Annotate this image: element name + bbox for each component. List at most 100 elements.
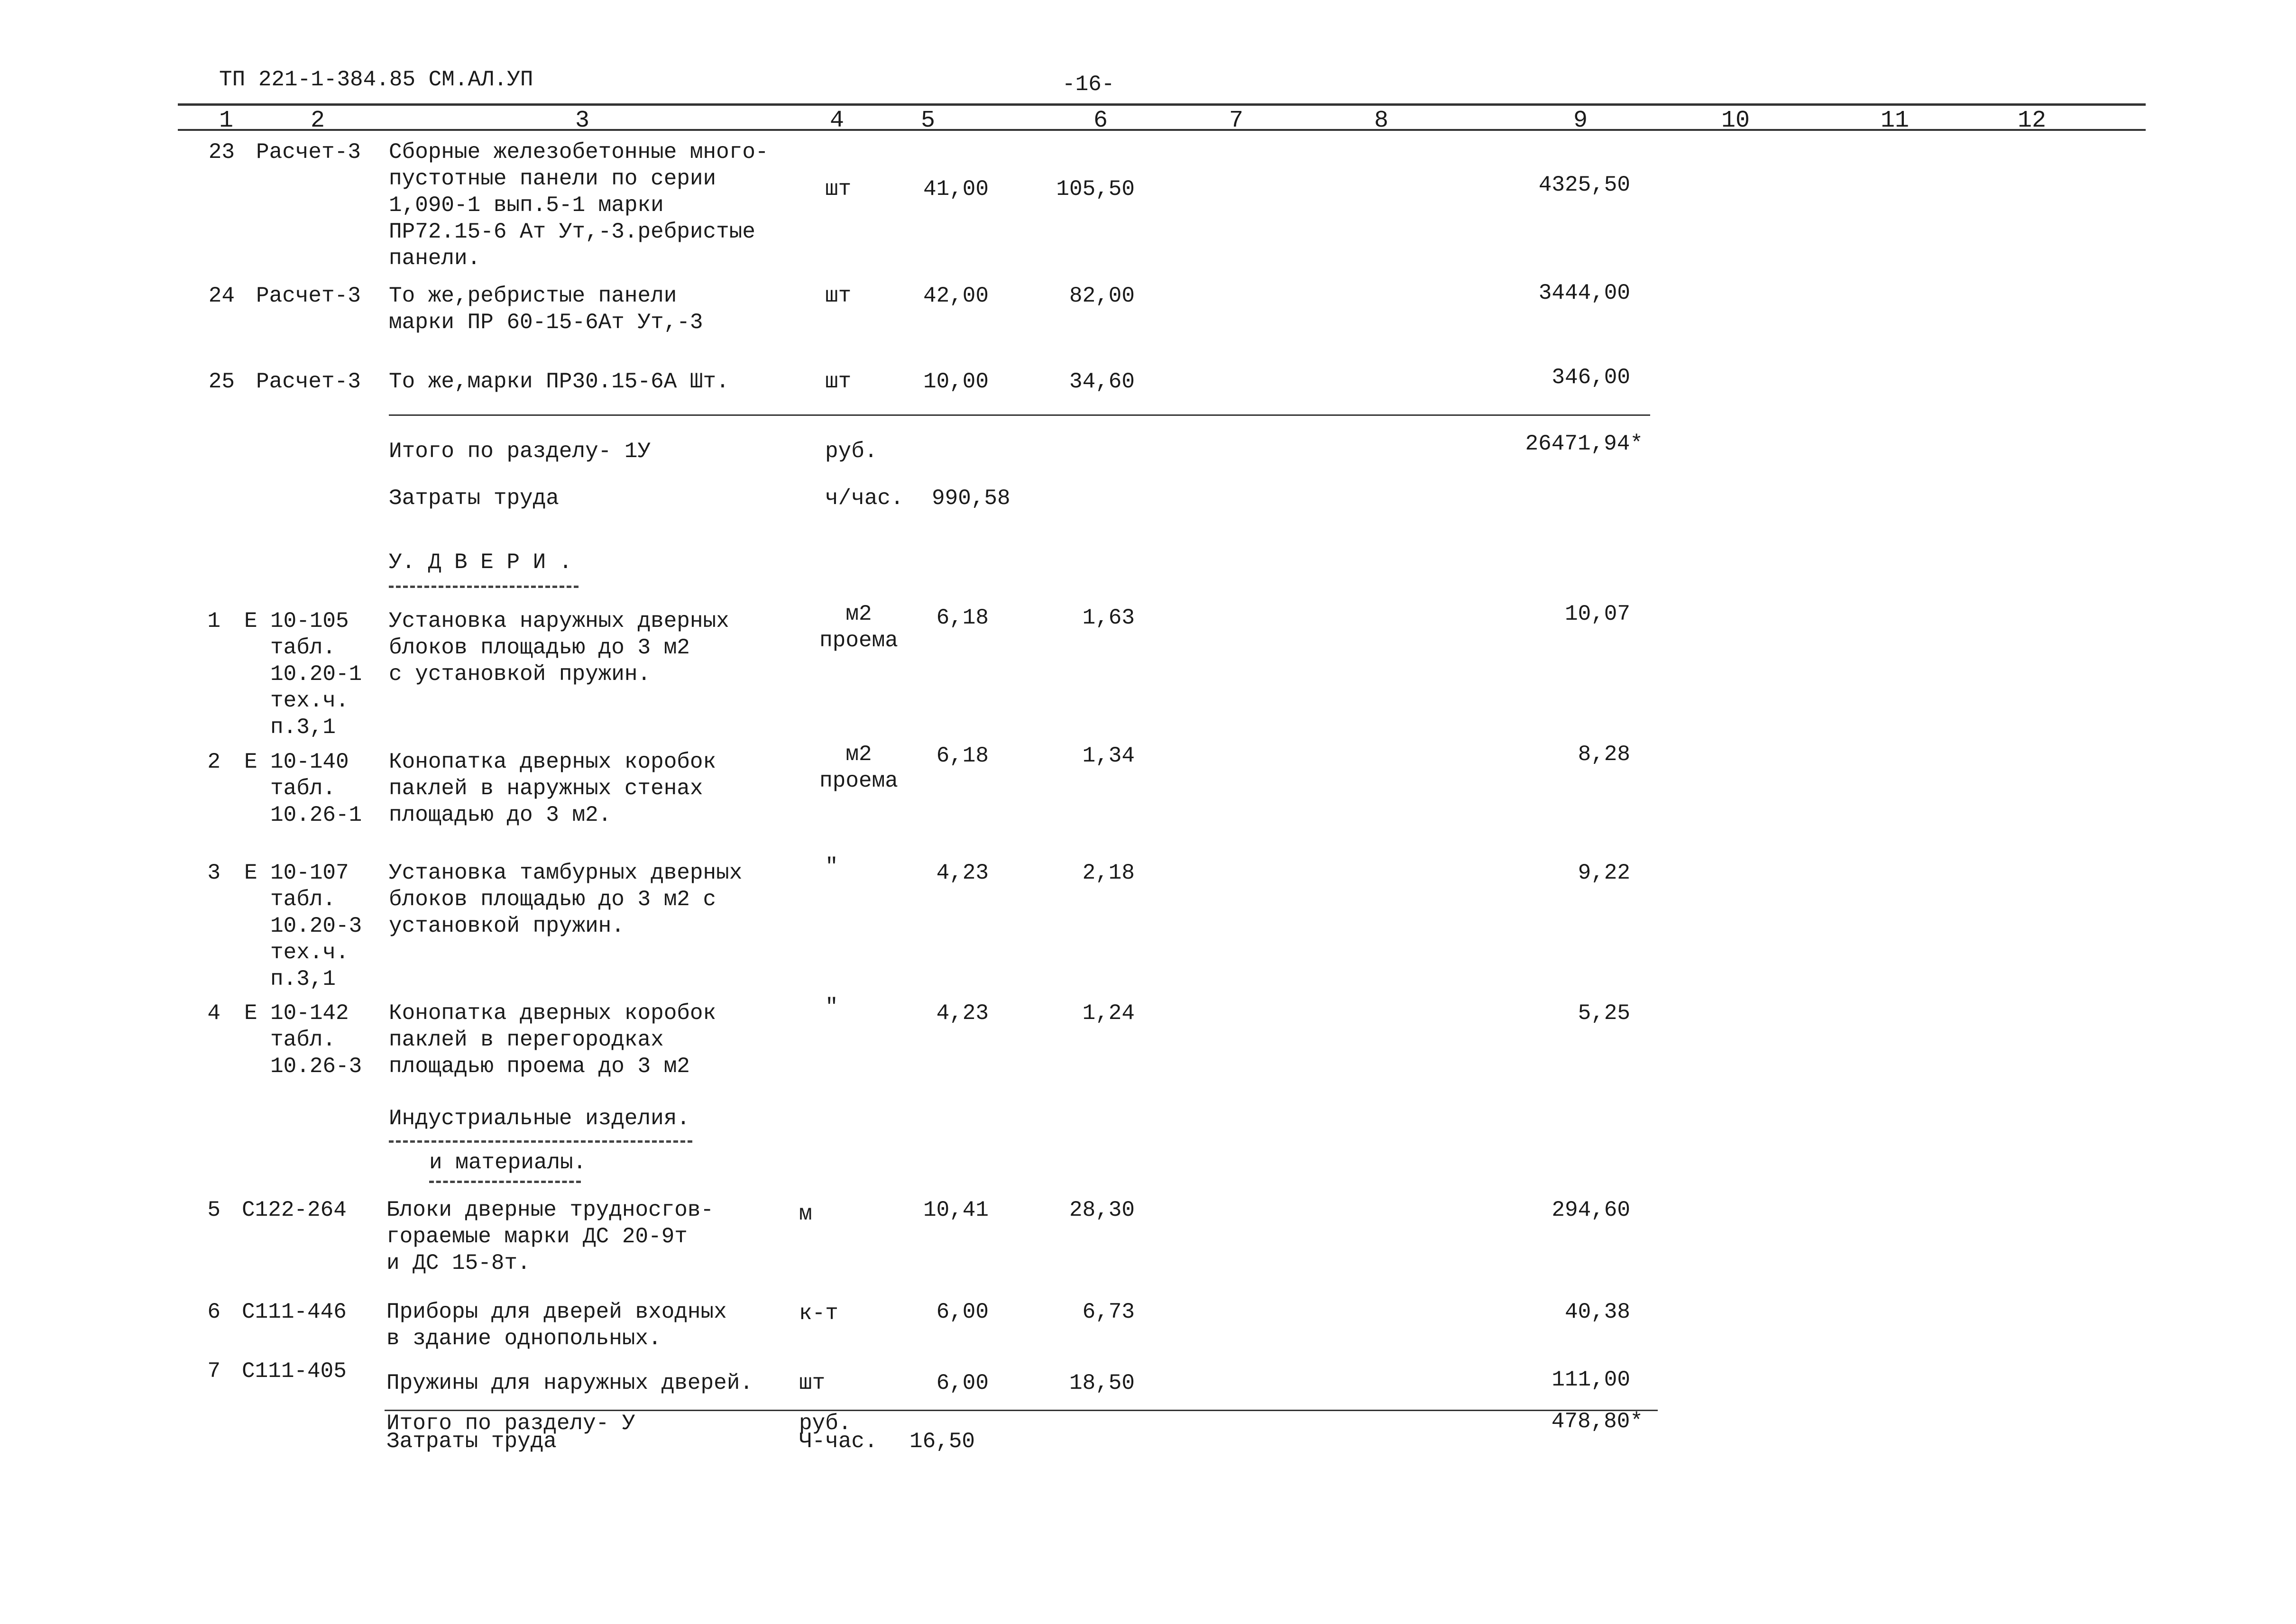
col-num: 6 — [1093, 107, 1108, 134]
row-number: 24 — [208, 284, 235, 308]
row-description: Приборы для дверей входных в здание одно… — [386, 1300, 727, 1351]
row-price: 105,50 — [1056, 177, 1135, 202]
total-unit: руб. — [799, 1411, 852, 1436]
row-price: 28,30 — [1069, 1198, 1135, 1222]
row-description: То же,ребристые панели марки ПР 60-15-6А… — [389, 284, 703, 335]
total-label: Итого по разделу- У — [386, 1411, 635, 1436]
subtotal-rule — [385, 1410, 1658, 1411]
row-quantity: 4,23 — [936, 861, 989, 885]
row-number: 6 — [207, 1300, 220, 1324]
total-value: 26471,94* — [1525, 431, 1643, 456]
row-unit: " — [825, 995, 838, 1019]
labor-label: Затраты труда — [386, 1429, 557, 1454]
row-unit: м2 проема — [819, 602, 898, 653]
row-number: 2 — [207, 750, 220, 774]
labor-label: Затраты труда — [389, 486, 559, 511]
labor-value: 990,58 — [932, 486, 1010, 511]
row-total: 4325,50 — [1538, 173, 1630, 197]
col-num: 11 — [1881, 107, 1910, 134]
document-code: ТП 221-1-384.85 СМ.АЛ.УП — [219, 67, 533, 92]
col-num: 9 — [1573, 107, 1588, 134]
section-heading: У. Д В Е Р И . — [389, 550, 572, 575]
col-num: 3 — [575, 107, 590, 134]
row-total: 3444,00 — [1538, 281, 1630, 305]
row-total: 40,38 — [1564, 1300, 1630, 1324]
row-code: 10-105 табл. 10.20-1 тех.ч. п.3,1 — [270, 609, 362, 740]
row-price: 1,34 — [1082, 743, 1135, 768]
page-number: -16- — [1062, 72, 1115, 97]
subheading-industrial: Индустриальные изделия. — [389, 1106, 690, 1131]
subheading-underline — [389, 1140, 692, 1143]
row-price: 18,50 — [1069, 1371, 1135, 1395]
row-code: 10-142 табл. 10.26-3 — [270, 1001, 362, 1079]
row-number: 23 — [208, 140, 235, 165]
col-num: 1 — [219, 107, 234, 134]
row-number: 7 — [207, 1359, 220, 1384]
row-quantity: 6,18 — [936, 743, 989, 768]
row-total: 8,28 — [1578, 742, 1630, 767]
row-price: 1,63 — [1082, 606, 1135, 630]
row-number: 1 — [207, 609, 220, 633]
row-code-prefix: Е — [244, 861, 257, 885]
row-number: 5 — [207, 1198, 220, 1222]
row-quantity: 42,00 — [923, 284, 989, 308]
col-num: 4 — [830, 107, 845, 134]
total-unit: руб. — [825, 439, 878, 464]
row-code-prefix: Е — [244, 1001, 257, 1026]
total-label: Итого по разделу- 1У — [389, 439, 651, 464]
row-description: Блоки дверные трудносгов- гораемые марки… — [386, 1198, 714, 1275]
row-description: То же,марки ПР30.15-6А Шт. — [389, 369, 729, 394]
labor-unit: ч/час. — [825, 486, 904, 511]
row-unit: шт — [825, 369, 852, 394]
row-code: 10-107 табл. 10.20-3 тех.ч. п.3,1 — [270, 861, 362, 991]
col-num: 5 — [921, 107, 936, 134]
row-description: Конопатка дверных коробок паклей в перег… — [389, 1001, 716, 1079]
row-price: 6,73 — [1082, 1300, 1135, 1324]
row-total: 111,00 — [1552, 1367, 1630, 1392]
row-description: Установка наружных дверных блоков площад… — [389, 609, 729, 687]
labor-unit: Ч-час. — [799, 1429, 878, 1454]
row-description: Сборные железобетонные много- пустотные … — [389, 140, 769, 271]
row-description: Установка тамбурных дверных блоков площа… — [389, 861, 743, 938]
row-quantity: 10,00 — [923, 369, 989, 394]
row-code: Расчет-3 — [256, 284, 361, 308]
row-number: 4 — [207, 1001, 220, 1026]
row-price: 82,00 — [1069, 284, 1135, 308]
row-code: Расчет-3 — [256, 369, 361, 394]
row-unit: " — [825, 854, 838, 879]
row-description: Пружины для наружных дверей. — [386, 1371, 753, 1395]
row-code: С111-446 — [242, 1300, 347, 1324]
row-unit: к-т — [799, 1301, 838, 1326]
row-total: 9,22 — [1578, 861, 1630, 885]
row-quantity: 6,00 — [936, 1300, 989, 1324]
row-unit: м — [799, 1202, 812, 1226]
subtotal-rule — [389, 414, 1650, 416]
row-quantity: 6,18 — [936, 606, 989, 630]
row-number: 3 — [207, 861, 220, 885]
row-code-prefix: Е — [244, 750, 257, 774]
subheading-materials: и материалы. — [429, 1150, 587, 1175]
row-total: 5,25 — [1578, 1001, 1630, 1026]
row-price: 2,18 — [1082, 861, 1135, 885]
row-total: 10,07 — [1564, 602, 1630, 626]
heading-underline — [389, 586, 579, 588]
row-quantity: 41,00 — [923, 177, 989, 202]
row-unit: шт — [825, 177, 852, 202]
header-bottom-rule — [178, 129, 2146, 131]
col-num: 7 — [1229, 107, 1244, 134]
row-quantity: 10,41 — [923, 1198, 989, 1222]
row-total: 294,60 — [1552, 1198, 1630, 1222]
col-num: 12 — [2018, 107, 2047, 134]
row-code-prefix: Е — [244, 609, 257, 633]
row-quantity: 4,23 — [936, 1001, 989, 1026]
row-code: Расчет-3 — [256, 140, 361, 165]
row-code: 10-140 табл. 10.26-1 — [270, 750, 362, 827]
row-quantity: 6,00 — [936, 1371, 989, 1395]
col-num: 8 — [1374, 107, 1389, 134]
col-num: 10 — [1721, 107, 1750, 134]
row-unit: шт — [825, 284, 852, 308]
col-num: 2 — [311, 107, 325, 134]
row-number: 25 — [208, 369, 235, 394]
labor-value: 16,50 — [909, 1429, 975, 1454]
total-value: 478,80* — [1551, 1409, 1643, 1434]
